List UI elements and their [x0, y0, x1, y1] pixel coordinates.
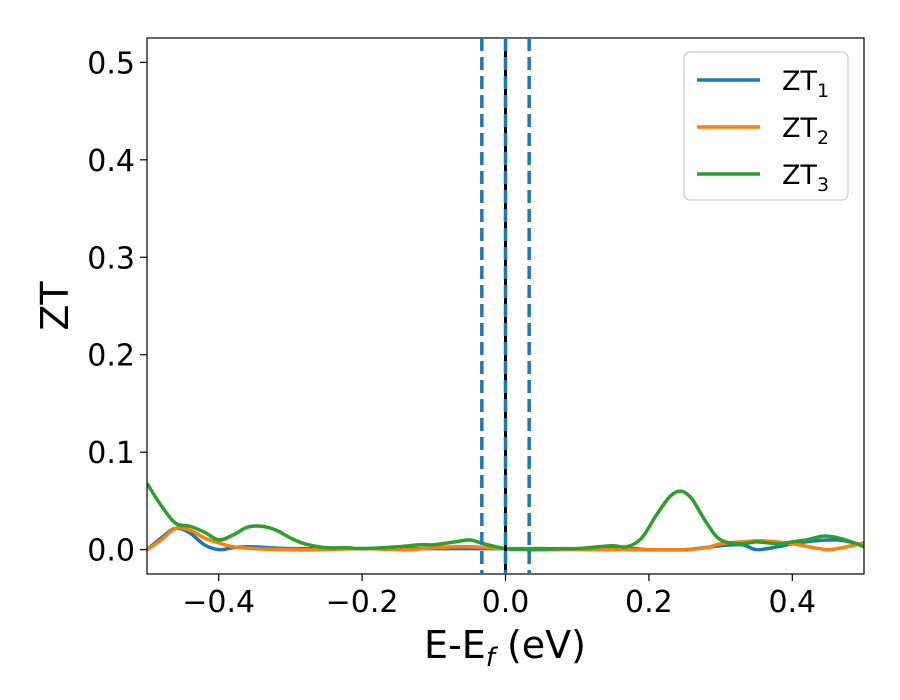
x-axis: −0.4 −0.2 0.0 0.2 0.4: [182, 574, 816, 620]
y-tick-label: 0.3: [87, 241, 135, 276]
y-tick-label: 0.2: [87, 339, 135, 374]
y-axis: 0.0 0.1 0.2 0.3 0.4 0.5: [87, 46, 147, 569]
x-axis-label-unit: (eV): [495, 623, 586, 667]
y-axis-label: ZT: [33, 281, 77, 331]
y-tick-label: 0.1: [87, 436, 135, 471]
x-tick-label: 0.2: [625, 585, 673, 620]
y-tick-label: 0.4: [87, 144, 135, 179]
x-tick-label: −0.2: [326, 585, 399, 620]
reference-lines: [480, 38, 531, 574]
x-tick-label: 0.4: [768, 585, 816, 620]
series-line-zt3: [147, 482, 864, 552]
legend-label-zt3: ZT3: [782, 160, 829, 196]
x-tick-label: 0.0: [482, 585, 530, 620]
legend-label-zt1: ZT1: [782, 66, 829, 102]
legend-label-zt2: ZT2: [782, 113, 829, 149]
y-tick-label: 0.0: [87, 534, 135, 569]
x-tick-label: −0.4: [182, 585, 255, 620]
x-axis-label-main: E-E: [424, 623, 486, 667]
legend-label-main: ZT: [782, 160, 817, 191]
y-tick-label: 0.5: [87, 46, 135, 81]
legend-label-subscript: 3: [817, 174, 829, 196]
legend-label-subscript: 2: [817, 127, 829, 149]
x-axis-label: E-Ef (eV): [424, 623, 586, 673]
legend-label-main: ZT: [782, 113, 817, 144]
legend-label-main: ZT: [782, 66, 817, 97]
legend-box: [683, 51, 849, 201]
legend-label-subscript: 1: [817, 80, 829, 102]
